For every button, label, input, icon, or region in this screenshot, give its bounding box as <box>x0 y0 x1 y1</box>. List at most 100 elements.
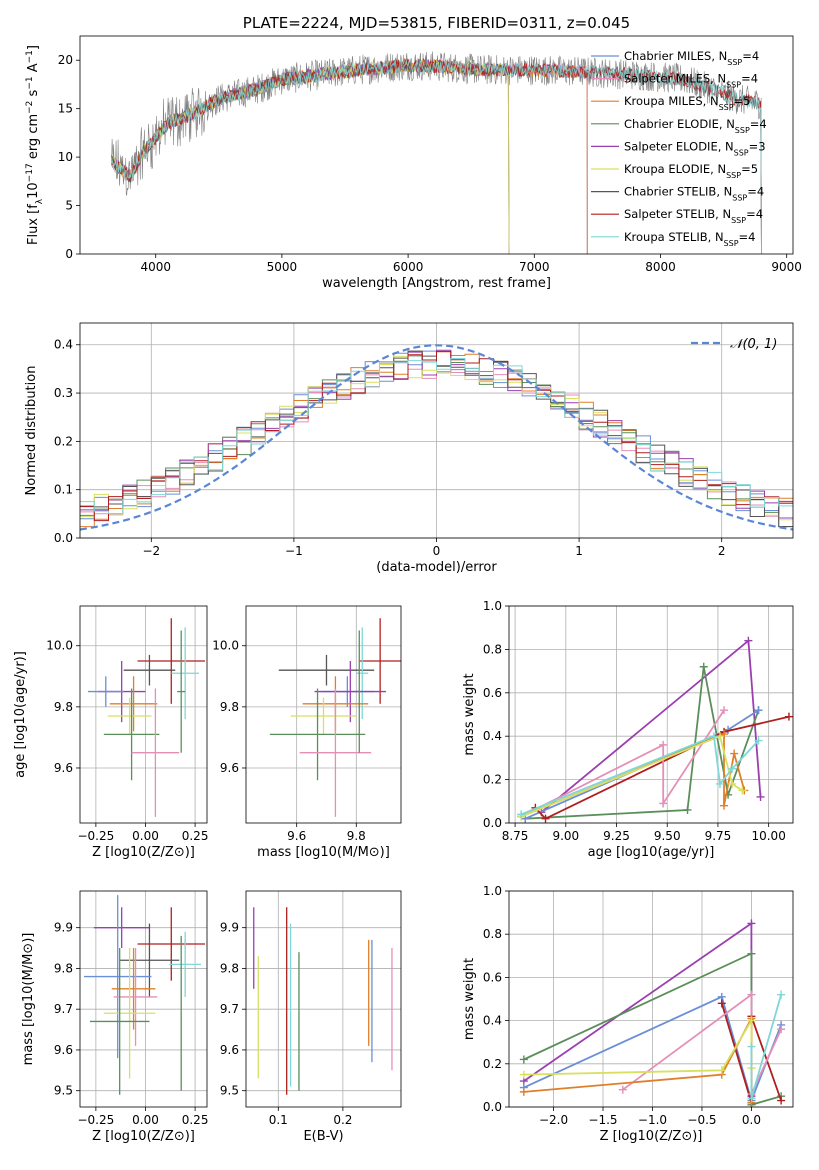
residuals-hist-step <box>80 350 793 522</box>
spectrum-ytick-label: 5 <box>65 199 73 213</box>
mw_vs_age-point-marker <box>541 814 550 823</box>
residuals-ytick-label: 0.1 <box>54 483 73 497</box>
mw_vs_Z-xtick-label: 0.0 <box>742 1113 761 1127</box>
mass_vs_EBV-ytick-label: 9.6 <box>220 1043 239 1057</box>
mass_vs_EBV-xtick-label: 0.2 <box>333 1113 352 1127</box>
mw_vs_Z-lines <box>519 919 786 1107</box>
mw_vs_Z-point-marker <box>519 1055 528 1064</box>
mw_vs_age-point-marker <box>744 636 753 645</box>
mw_vs_Z-point-marker <box>717 999 726 1008</box>
mass_vs_EBV-frame <box>245 890 402 1108</box>
age_vs_Z-xtick-label: 0.00 <box>132 829 159 843</box>
mass_vs_Z-ytick-label: 9.9 <box>54 921 73 935</box>
mw_vs_Z-ytick-label: 0.6 <box>483 970 502 984</box>
mass_vs_EBV-points <box>253 907 393 1095</box>
legend-label: Chabrier STELIB, NSSP=4 <box>624 185 764 203</box>
mw_vs_Z-series-line <box>750 994 782 1099</box>
residuals-xtick-label: 1 <box>575 544 583 558</box>
mw_vs_age-series-line <box>520 709 725 818</box>
age_vs_mass-frame <box>245 605 402 824</box>
age_vs_Z-xtick-label: −0.25 <box>77 829 114 843</box>
mw_vs_Z-point-marker <box>747 1016 756 1025</box>
residuals-ytick-label: 0.0 <box>54 531 73 545</box>
mw_vs_age-ytick-label: 0.0 <box>483 816 502 830</box>
age_vs_mass-ytick-label: 9.8 <box>220 700 239 714</box>
age_vs_Z-xlabel: Z [log10(Z/Z⊙)] <box>92 845 195 860</box>
spectrum-xtick-label: 7000 <box>519 260 550 274</box>
spectrum-model-line <box>111 57 588 254</box>
age_vs_Z-frame <box>79 605 208 824</box>
mw_vs_age-ylabel: mass weight <box>462 673 477 755</box>
mw_vs_age-point-marker <box>754 706 763 715</box>
residuals-legend-label: 𝒩(0, 1) <box>730 337 777 352</box>
mass_vs_EBV-axes: 0.1 0.2 9.5 9.6 9.7 9.8 9.9 <box>220 891 401 1127</box>
spectrum-ytick-label: 0 <box>65 247 73 261</box>
age_vs_mass-ytick-label: 9.6 <box>220 761 239 775</box>
residuals-axes: −2 −1 0 1 2 0.0 0.1 0.2 0.3 0.4 <box>54 323 793 558</box>
mw_vs_age-xtick-label: 9.00 <box>552 829 579 843</box>
residuals-xlabel: (data-model)/error <box>376 560 497 575</box>
mass_vs_Z-ytick-label: 9.8 <box>54 961 73 975</box>
mw_vs_Z-xlabel: Z [log10(Z/Z⊙)] <box>600 1129 703 1144</box>
mw_vs_Z-ylabel: mass weight <box>462 958 477 1040</box>
mw_vs_age-point-marker <box>699 662 708 671</box>
mass_vs_EBV-ytick-label: 9.7 <box>220 1002 239 1016</box>
mass_vs_EBV-ytick-label: 9.8 <box>220 961 239 975</box>
age_vs_Z-axes: −0.25 0.00 0.25 9.6 9.8 10.0 <box>46 606 208 843</box>
residuals-xtick-label: −2 <box>142 544 160 558</box>
mass_vs_Z-xlabel: Z [log10(Z/Z⊙)] <box>92 1129 195 1144</box>
mw_vs_Z-xtick-label: −2.0 <box>539 1113 568 1127</box>
mw_vs_Z-point-marker <box>519 1087 528 1096</box>
spectrum-xtick-label: 4000 <box>140 260 171 274</box>
mw_vs_age-ytick-label: 0.4 <box>483 729 502 743</box>
spectrum-xlabel: wavelength [Angstrom, rest frame] <box>322 276 551 291</box>
spectrum-ytick-label: 10 <box>58 150 73 164</box>
mw_vs_age-point-marker <box>720 730 729 739</box>
mw_vs_Z-point-marker <box>777 1096 786 1105</box>
legend-label: Kroupa STELIB, NSSP=4 <box>624 230 755 248</box>
spectrum-title: PLATE=2224, MJD=53815, FIBERID=0311, z=0… <box>243 14 630 32</box>
age_vs_mass-axes: 9.6 9.8 9.6 9.8 10.0 <box>212 606 401 843</box>
spectrum-xtick-label: 5000 <box>267 260 298 274</box>
mw_vs_Z-axes: −2.0 −1.5 −1.0 −0.5 0.0 0.0 0.2 0.4 0.6 0.8 1.0 <box>483 884 793 1127</box>
mw_vs_Z-series-line <box>523 1017 753 1103</box>
legend-label: Salpeter STELIB, NSSP=4 <box>624 207 763 225</box>
mw_vs_Z-ytick-label: 0.0 <box>483 1100 502 1114</box>
mw_vs_Z-point-marker <box>747 990 756 999</box>
mw_vs_age-point-marker <box>756 792 765 801</box>
spectrum-ytick-label: 20 <box>58 53 73 67</box>
residuals-ytick-label: 0.3 <box>54 386 73 400</box>
spectrum-model-line <box>111 58 588 254</box>
mw_vs_age-point-marker <box>728 764 737 773</box>
residuals-ytick-label: 0.4 <box>54 338 73 352</box>
mass_vs_Z-axes: −0.25 0.00 0.25 9.5 9.6 9.7 9.8 9.9 <box>54 891 208 1127</box>
age_vs_Z-points <box>87 618 206 817</box>
mw_vs_age-xtick-label: 9.50 <box>654 829 681 843</box>
mass_vs_Z-ytick-label: 9.7 <box>54 1002 73 1016</box>
mw_vs_Z-frame <box>508 890 794 1108</box>
age_vs_Z-ytick-label: 10.0 <box>46 639 73 653</box>
mw_vs_age-point-marker <box>659 740 668 749</box>
mw_vs_age-point-marker <box>784 712 793 721</box>
legend-label: Salpeter ELODIE, NSSP=3 <box>624 139 766 157</box>
residuals-gaussian-line <box>80 344 793 531</box>
spectrum-axes: 4000 5000 6000 7000 8000 9000 0 5 10 15 20 <box>58 53 802 274</box>
residuals-hist-step <box>80 350 793 527</box>
mw_vs_age-series-line <box>520 732 746 818</box>
mw_vs_Z-xtick-label: −1.5 <box>588 1113 617 1127</box>
mw_vs_age-series-line <box>534 715 790 820</box>
mw_vs_Z-point-marker <box>717 1066 726 1075</box>
mw_vs_age-xtick-label: 9.25 <box>603 829 630 843</box>
mw_vs_age-point-marker <box>738 786 747 795</box>
mw_vs_age-point-marker <box>709 732 718 741</box>
residuals-hist-step <box>80 358 793 514</box>
spectrum-model-line <box>111 57 762 254</box>
mw_vs_age-point-marker <box>683 805 692 814</box>
age_vs_Z-ylabel: age [log10(age/yr)] <box>13 651 28 778</box>
legend-label: Chabrier MILES, NSSP=4 <box>624 49 759 67</box>
mass_vs_EBV-xlabel: E(B-V) <box>303 1129 343 1144</box>
mw_vs_age-series-line <box>520 734 743 818</box>
mw_vs_age-point-marker <box>754 736 763 745</box>
mw_vs_age-frame <box>508 605 794 824</box>
spectrum-legend: Chabrier MILES, NSSP=4 Salpeter MILES, NS… <box>591 49 767 247</box>
